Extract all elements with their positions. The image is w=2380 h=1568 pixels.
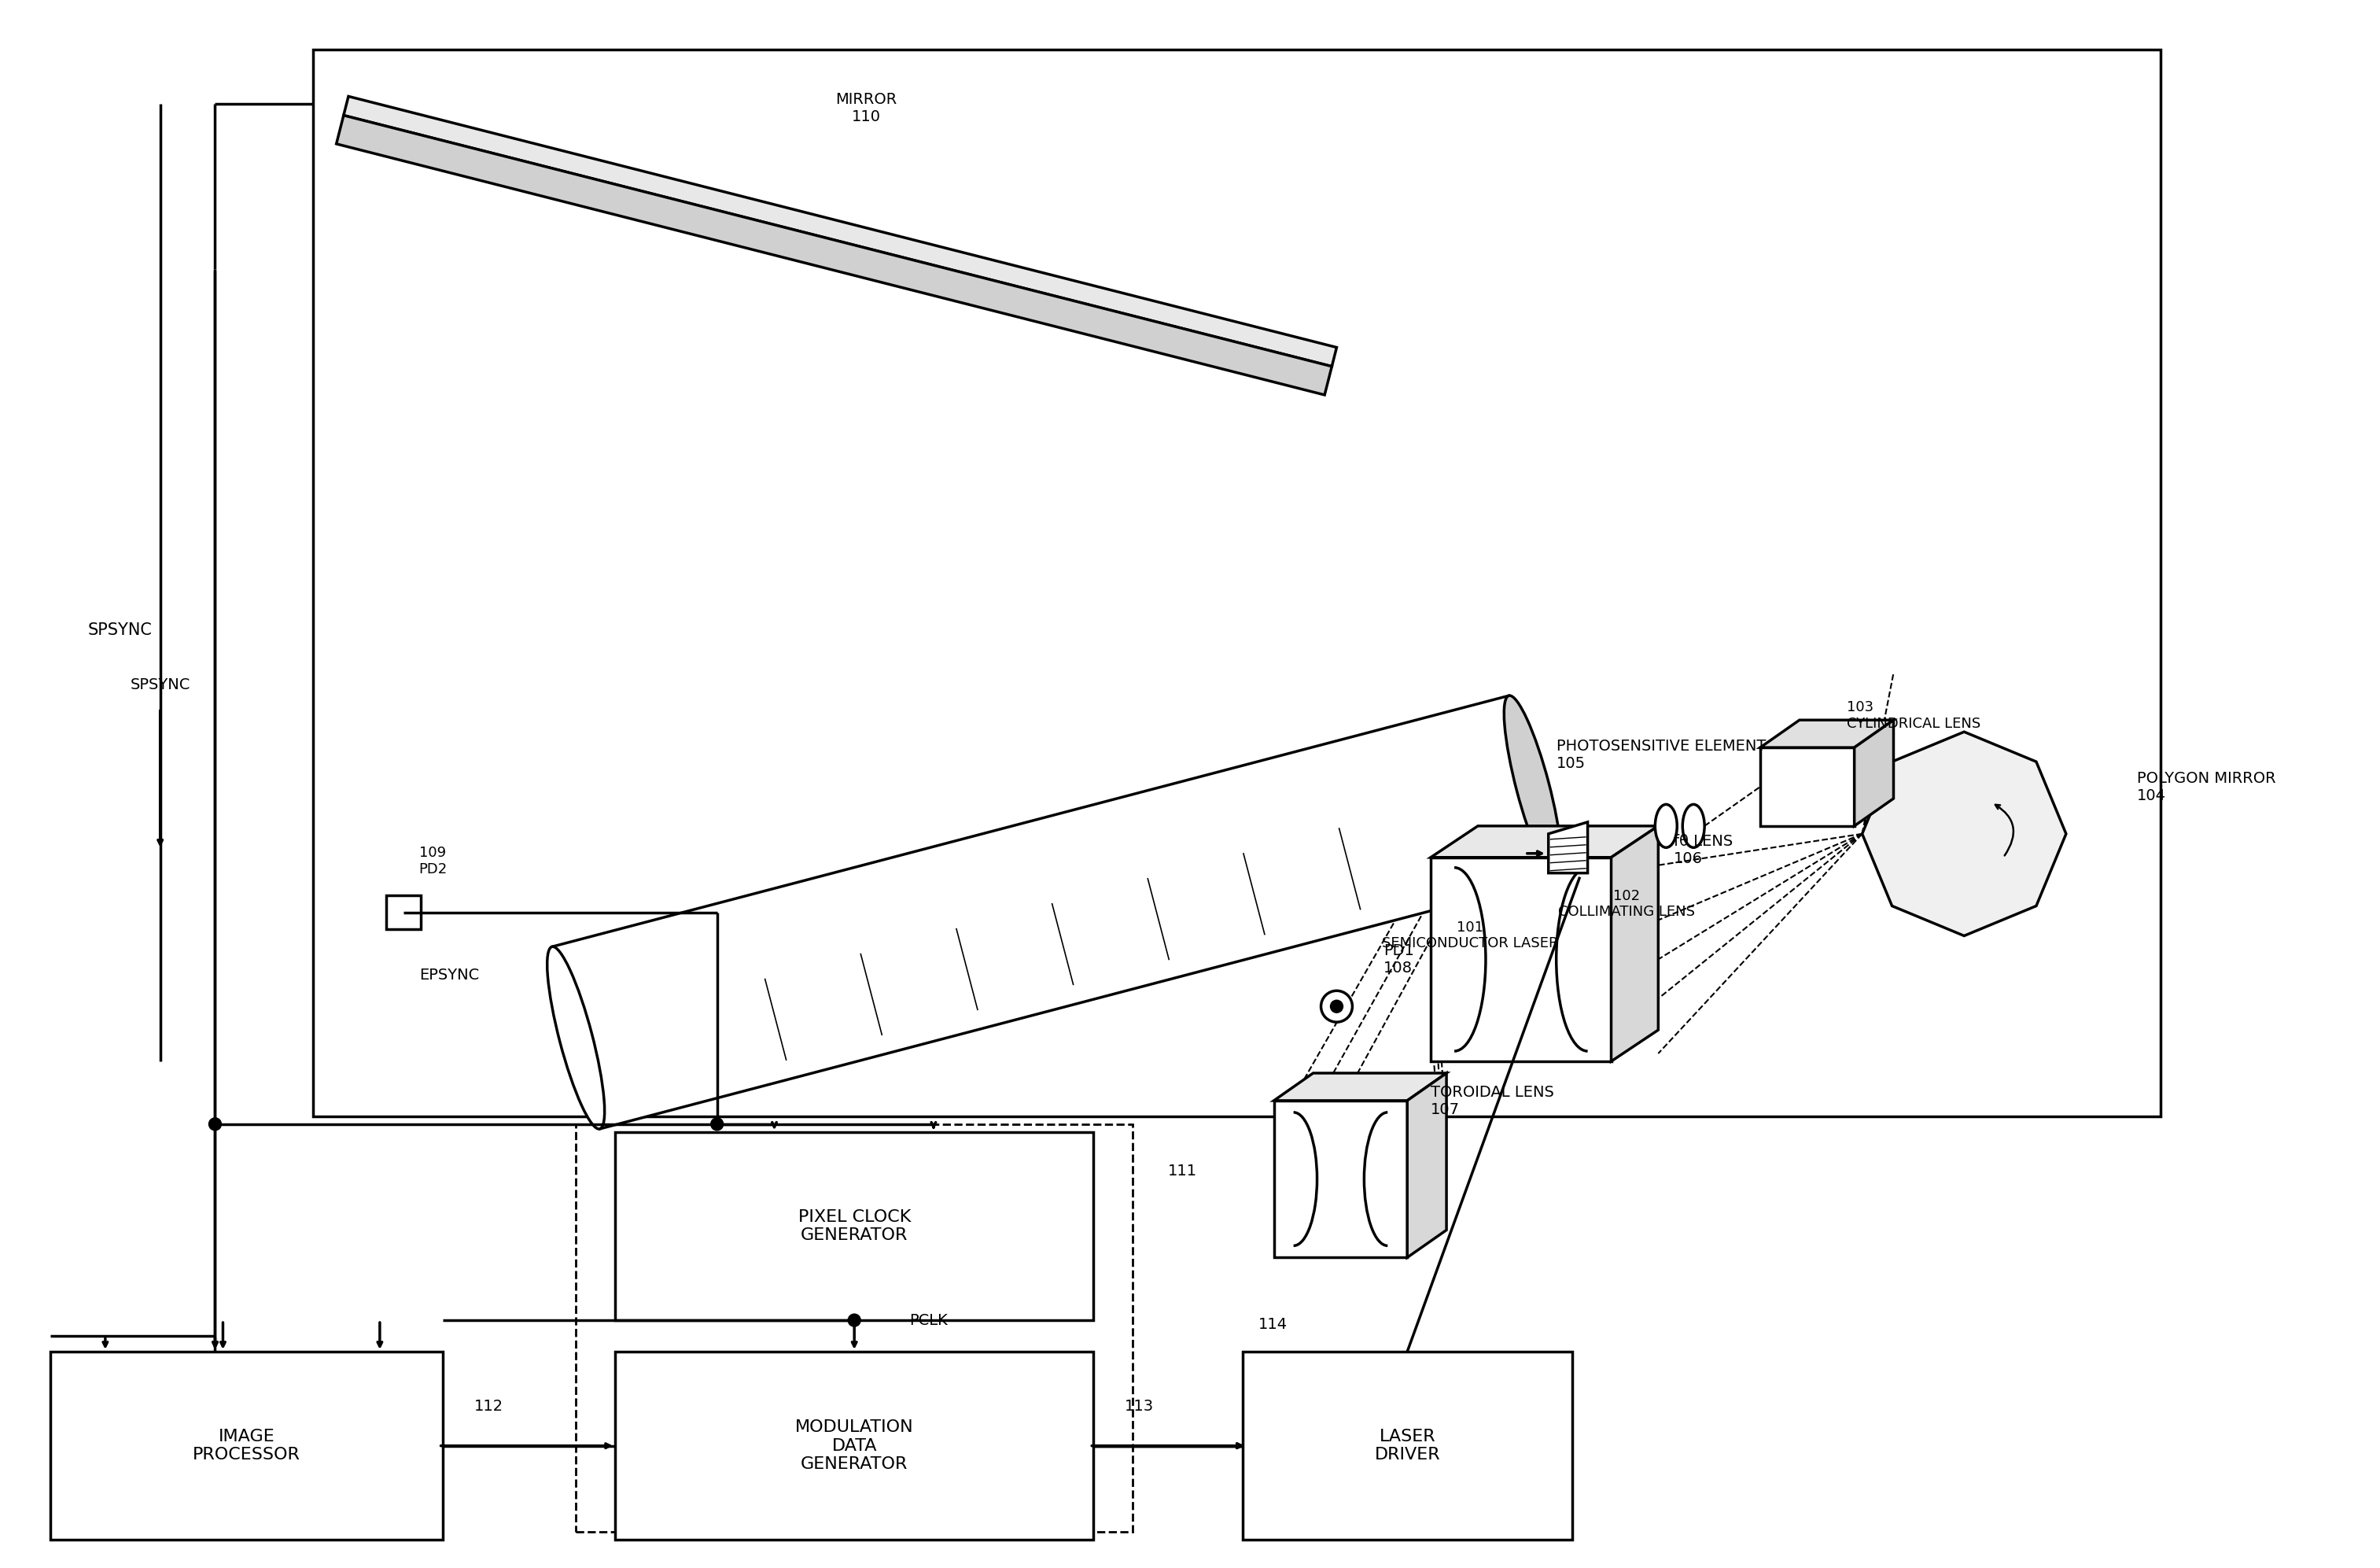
Ellipse shape [1683,804,1704,848]
Text: PIXEL CLOCK
GENERATOR: PIXEL CLOCK GENERATOR [797,1209,912,1243]
Polygon shape [1407,1073,1447,1258]
Polygon shape [1854,720,1894,826]
Circle shape [712,1118,724,1131]
Ellipse shape [1321,991,1352,1022]
Text: 109
PD2: 109 PD2 [419,847,447,877]
Text: PHOTOSENSITIVE ELEMENT
105: PHOTOSENSITIVE ELEMENT 105 [1557,739,1766,771]
Bar [1242,1352,1571,1540]
Bar [314,49,2161,1116]
Text: 103
CYLINDRICAL LENS: 103 CYLINDRICAL LENS [1847,701,1980,731]
Ellipse shape [1654,804,1678,848]
Polygon shape [1549,822,1587,873]
Text: 102
COLLIMATING LENS: 102 COLLIMATING LENS [1559,889,1695,919]
Text: PCLK: PCLK [909,1312,947,1328]
Polygon shape [552,696,1557,1129]
Text: 114: 114 [1259,1317,1288,1331]
Polygon shape [1861,732,2066,936]
Text: 113: 113 [1126,1399,1154,1414]
Circle shape [847,1314,862,1327]
Polygon shape [1430,858,1611,1062]
Text: LASER
DRIVER: LASER DRIVER [1373,1428,1440,1463]
Text: POLYGON MIRROR
104: POLYGON MIRROR 104 [2137,771,2275,803]
Text: fθ LENS
106: fθ LENS 106 [1673,834,1733,866]
Polygon shape [386,895,421,930]
Text: 112: 112 [474,1399,502,1414]
Polygon shape [1761,748,1854,826]
Text: TOROIDAL LENS
107: TOROIDAL LENS 107 [1430,1085,1554,1116]
Polygon shape [1430,826,1659,858]
Polygon shape [343,96,1338,367]
Bar [50,1352,443,1540]
Bar [614,1132,1092,1320]
Ellipse shape [1330,1000,1342,1013]
Text: IMAGE
PROCESSOR: IMAGE PROCESSOR [193,1428,300,1463]
Polygon shape [1611,826,1659,1062]
Ellipse shape [547,947,605,1129]
Text: 101
SEMICONDUCTOR LASER: 101 SEMICONDUCTOR LASER [1383,920,1559,950]
Text: SPSYNC: SPSYNC [131,677,190,693]
Bar [614,1352,1092,1540]
Text: MIRROR
110: MIRROR 110 [835,93,897,125]
Text: 111: 111 [1169,1163,1197,1179]
Bar [576,1124,1133,1532]
Text: EPSYNC: EPSYNC [419,967,478,983]
Polygon shape [336,116,1333,395]
Polygon shape [1273,1101,1407,1258]
Polygon shape [1761,720,1894,748]
Text: SPSYNC: SPSYNC [88,622,152,638]
Polygon shape [1273,1073,1447,1101]
Text: MODULATION
DATA
GENERATOR: MODULATION DATA GENERATOR [795,1419,914,1472]
Ellipse shape [1504,696,1561,878]
Text: PD1
108: PD1 108 [1383,944,1414,975]
Circle shape [209,1118,221,1131]
